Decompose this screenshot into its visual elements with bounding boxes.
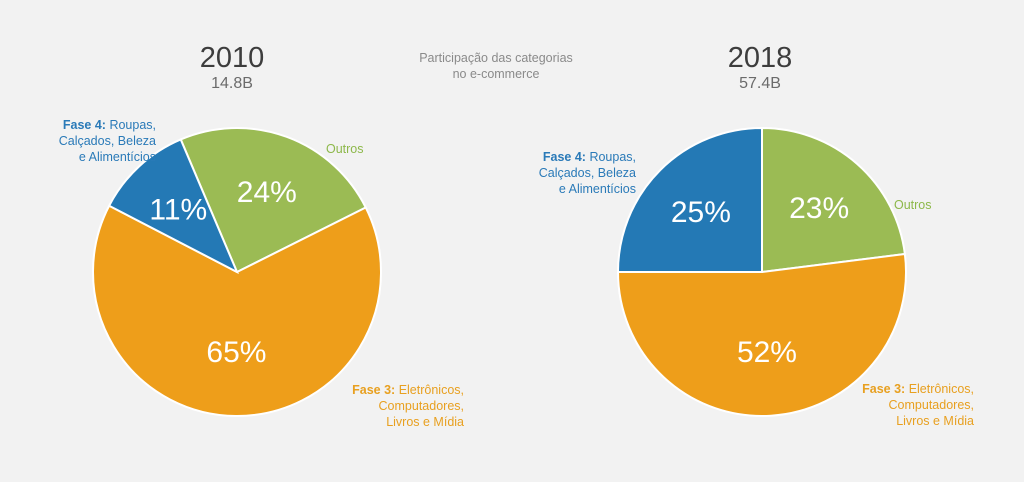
- label-line: Calçados, Beleza: [58, 134, 156, 148]
- pie-slice-fase4: [616, 126, 763, 273]
- label-bold: Fase 3:: [862, 382, 906, 396]
- pie-slice-outros: [179, 127, 368, 274]
- label-line: Livros e Mídia: [386, 415, 464, 429]
- pie-slice-outros: [761, 126, 906, 274]
- label-line: Outros: [326, 142, 364, 156]
- caption-line-1: Participação das categorias: [419, 51, 573, 65]
- pie-2010-label-fase4: Fase 4: Roupas, Calçados, Beleza e Alime…: [10, 117, 156, 165]
- label-line: Computadores,: [888, 398, 974, 412]
- chart-caption: Participação das categorias no e-commerc…: [396, 50, 596, 82]
- pie-slice-fase3: [616, 252, 907, 417]
- pie-2010: 24% 65% 11%: [92, 127, 382, 417]
- pie-slice-label-outros: 23%: [789, 192, 849, 225]
- pie-2018-title: 2018: [727, 42, 793, 74]
- pie-2018-subtitle: 57.4B: [739, 75, 781, 92]
- pie-2010-subtitle: 14.8B: [211, 75, 253, 92]
- label-bold: Fase 3:: [352, 383, 396, 397]
- pie-2010-label-fase3: Fase 3: Eletrônicos, Computadores, Livro…: [310, 382, 464, 430]
- pie-slice-fase3: [92, 204, 382, 417]
- pie-2018-label-outros: Outros: [894, 197, 974, 213]
- label-line: Computadores,: [378, 399, 464, 413]
- label-line: Calçados, Beleza: [538, 166, 636, 180]
- pie-2018-label-fase3: Fase 3: Eletrônicos, Computadores, Livro…: [820, 381, 974, 429]
- pie-slice-label-outros: 24%: [237, 176, 297, 209]
- label-line: Eletrônicos,: [395, 383, 464, 397]
- label-bold: Fase 4:: [542, 150, 586, 164]
- label-line: Eletrônicos,: [905, 382, 974, 396]
- label-line: Outros: [894, 198, 932, 212]
- pie-slice-label-fase4: 11%: [149, 194, 207, 227]
- pie-2010-title: 2010: [199, 42, 265, 74]
- label-bold: Fase 4:: [62, 118, 106, 132]
- caption-line-2: no e-commerce: [452, 67, 540, 81]
- pie-2010-label-outros: Outros: [326, 141, 406, 157]
- label-line: Roupas,: [105, 118, 156, 132]
- pie-slice-fase4: [107, 138, 240, 275]
- label-line: e Alimentícios: [558, 182, 636, 196]
- pie-slice-label-fase3: 52%: [737, 336, 797, 369]
- pie-2018-label-fase4: Fase 4: Roupas, Calçados, Beleza e Alime…: [490, 149, 636, 197]
- label-line: Livros e Mídia: [896, 414, 974, 428]
- pie-2018: 23% 52% 25%: [616, 126, 907, 417]
- pie-slice-label-fase3: 65%: [206, 336, 266, 369]
- label-line: e Alimentícios: [78, 150, 156, 164]
- pie-slice-label-fase4: 25%: [671, 196, 731, 229]
- label-line: Roupas,: [585, 150, 636, 164]
